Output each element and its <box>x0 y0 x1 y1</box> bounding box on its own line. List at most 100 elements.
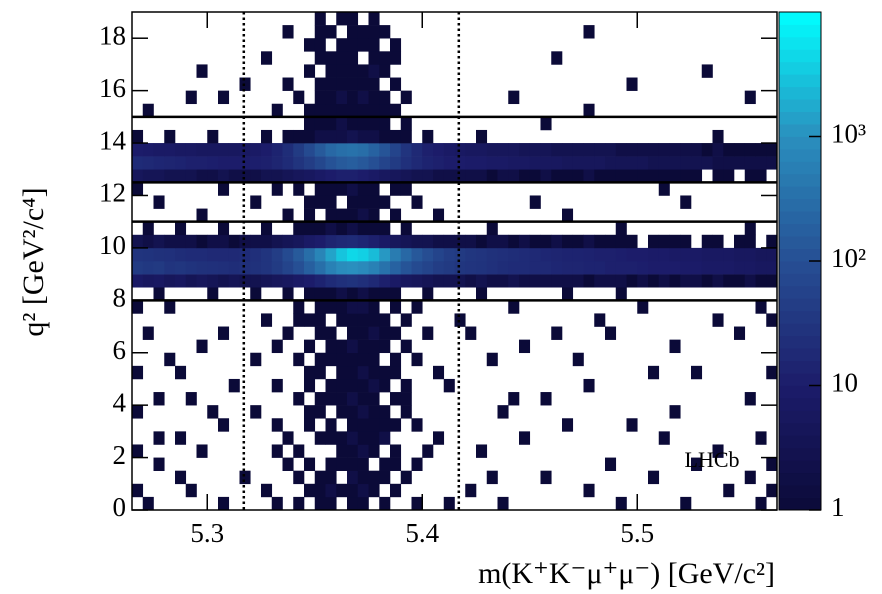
cell <box>615 234 627 249</box>
cell <box>508 484 519 497</box>
cell <box>422 471 433 484</box>
cell <box>551 51 563 65</box>
cell <box>143 117 154 130</box>
cell <box>670 327 681 340</box>
cell <box>702 313 713 326</box>
cell <box>712 169 724 183</box>
cell <box>154 182 165 195</box>
cell <box>562 366 573 379</box>
cell <box>766 51 777 64</box>
cell <box>336 365 348 380</box>
cell <box>584 327 595 340</box>
cell <box>756 366 767 379</box>
cell <box>282 287 294 301</box>
cell <box>357 313 369 327</box>
cell <box>197 51 208 64</box>
cell <box>368 221 380 236</box>
cell <box>616 471 627 484</box>
cell <box>670 91 681 104</box>
cell <box>368 274 380 288</box>
cell <box>143 182 154 195</box>
cell <box>476 300 487 313</box>
cell <box>261 25 272 38</box>
cell <box>648 156 660 170</box>
cell <box>400 169 412 183</box>
cell <box>197 458 208 471</box>
cell <box>207 340 218 353</box>
cell <box>670 78 681 91</box>
cell <box>702 392 713 405</box>
cell <box>529 274 541 288</box>
cell <box>572 352 584 367</box>
cell <box>670 287 681 300</box>
cell <box>594 195 605 208</box>
cell <box>541 287 552 300</box>
cell <box>584 91 595 104</box>
cell <box>357 116 369 131</box>
cell <box>229 497 240 510</box>
cell <box>164 104 175 117</box>
cell <box>648 143 660 157</box>
cell <box>562 392 573 405</box>
colorbar-step <box>779 472 821 486</box>
cell <box>132 261 144 275</box>
cell <box>476 274 488 288</box>
cell <box>154 104 165 117</box>
cell <box>164 300 176 314</box>
colorbar-step <box>779 186 821 200</box>
cell <box>702 209 713 222</box>
cell <box>541 340 552 353</box>
cell <box>766 353 777 366</box>
cell <box>154 130 165 143</box>
cell <box>701 261 713 275</box>
cell <box>487 405 498 418</box>
cell <box>433 274 445 288</box>
cell <box>594 261 606 275</box>
cell <box>132 274 144 288</box>
cell <box>616 444 627 457</box>
cell <box>723 300 734 313</box>
cell <box>304 431 315 444</box>
cell <box>293 470 305 485</box>
cell <box>422 444 434 458</box>
cell <box>766 327 777 340</box>
cell <box>455 405 466 418</box>
cell <box>153 195 165 209</box>
cell <box>584 51 595 64</box>
cell <box>766 104 777 117</box>
cell <box>702 91 713 104</box>
cell <box>207 458 218 471</box>
cell <box>755 169 767 183</box>
cell <box>756 38 767 51</box>
cell <box>347 470 359 485</box>
cell <box>379 90 391 105</box>
cell <box>164 287 175 300</box>
cell <box>541 12 552 25</box>
cell <box>680 169 692 183</box>
cell <box>487 484 498 497</box>
cell <box>594 444 605 457</box>
cell <box>422 300 433 313</box>
cell <box>175 313 186 326</box>
colorbar-step <box>779 348 821 361</box>
cell <box>272 38 283 51</box>
cell <box>325 156 337 170</box>
cell <box>433 117 444 130</box>
cell <box>197 91 208 104</box>
cell <box>680 234 692 249</box>
cell <box>272 12 283 25</box>
cell <box>594 247 606 262</box>
colorbar-step <box>779 273 821 287</box>
cell <box>583 483 595 498</box>
colorbar-step <box>779 447 821 461</box>
cell <box>766 457 778 471</box>
cell <box>594 78 605 91</box>
cell <box>153 169 165 183</box>
cell <box>734 51 745 64</box>
cell <box>368 234 380 249</box>
cell <box>530 117 541 130</box>
cell <box>218 64 229 77</box>
cell <box>411 195 423 209</box>
cell <box>240 130 251 143</box>
cell <box>702 78 713 91</box>
